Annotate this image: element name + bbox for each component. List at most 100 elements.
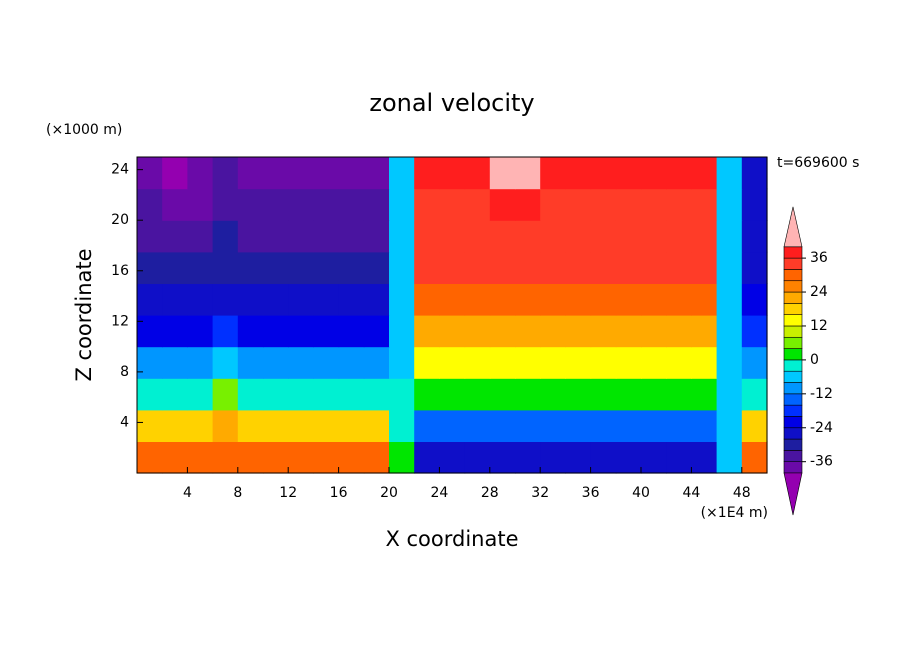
colorbar-tick-label: 0 xyxy=(810,352,819,368)
colorbar-tick-label: -36 xyxy=(810,454,833,470)
cell xyxy=(489,220,516,253)
cell xyxy=(590,157,617,190)
cell xyxy=(691,378,718,411)
x-tick-label: 20 xyxy=(380,485,398,501)
cell xyxy=(741,315,768,348)
cell xyxy=(515,188,541,221)
colorbar-band xyxy=(783,336,803,349)
cell xyxy=(162,378,188,411)
cell xyxy=(489,346,516,379)
cell xyxy=(641,315,667,348)
cell xyxy=(162,283,188,316)
cell xyxy=(741,157,768,190)
cell xyxy=(363,409,390,442)
cell xyxy=(741,409,768,442)
cell xyxy=(137,283,163,316)
cell xyxy=(741,251,768,284)
cell xyxy=(288,346,314,379)
cell xyxy=(288,315,314,348)
cell xyxy=(464,188,491,221)
cell xyxy=(212,283,239,316)
cell xyxy=(313,409,340,442)
cell xyxy=(615,251,642,284)
cell xyxy=(288,157,314,190)
cell xyxy=(691,409,718,442)
cell xyxy=(162,188,188,221)
y-tick-label: 16 xyxy=(111,263,129,279)
cell xyxy=(515,251,541,284)
cell xyxy=(288,409,314,442)
cell xyxy=(615,283,642,316)
cell xyxy=(590,315,617,348)
x-tick-label: 4 xyxy=(183,485,192,501)
cell xyxy=(363,378,390,411)
cell xyxy=(716,378,743,411)
cell xyxy=(565,220,592,253)
cell xyxy=(741,220,768,253)
cell xyxy=(464,409,491,442)
cell xyxy=(162,251,188,284)
cell xyxy=(212,315,239,348)
colorbar-band xyxy=(783,291,803,304)
cell xyxy=(515,441,541,474)
cell xyxy=(439,188,466,221)
cell xyxy=(414,378,440,411)
cell xyxy=(313,378,340,411)
cell xyxy=(716,346,743,379)
cell xyxy=(212,251,239,284)
cell xyxy=(338,157,365,190)
cell xyxy=(389,409,415,442)
cell xyxy=(489,157,516,190)
cell xyxy=(565,157,592,190)
cell xyxy=(414,315,440,348)
cell xyxy=(515,346,541,379)
cell xyxy=(263,157,289,190)
cell xyxy=(162,220,188,253)
x-tick-label: 24 xyxy=(430,485,448,501)
cell xyxy=(187,188,214,221)
x-tick-label: 8 xyxy=(233,485,242,501)
cell xyxy=(515,220,541,253)
cell xyxy=(666,409,692,442)
cell xyxy=(439,283,466,316)
cell xyxy=(263,188,289,221)
cell xyxy=(414,409,440,442)
cell xyxy=(691,157,718,190)
cell xyxy=(338,220,365,253)
cell xyxy=(187,346,214,379)
cell xyxy=(464,346,491,379)
cell xyxy=(464,220,491,253)
cell xyxy=(212,346,239,379)
cell xyxy=(590,409,617,442)
cell xyxy=(338,441,365,474)
colorbar-band xyxy=(783,416,803,429)
cell xyxy=(641,188,667,221)
cell xyxy=(363,220,390,253)
colorbar-band xyxy=(783,404,803,417)
cell xyxy=(565,315,592,348)
time-label: t=669600 s xyxy=(777,155,859,171)
cell xyxy=(540,157,566,190)
cell xyxy=(263,346,289,379)
cell xyxy=(338,188,365,221)
colorbar-band xyxy=(783,427,803,440)
cell xyxy=(338,251,365,284)
colorbar-band xyxy=(783,303,803,315)
cell xyxy=(288,251,314,284)
cell xyxy=(439,378,466,411)
cell xyxy=(137,409,163,442)
x-unit: (×1E4 m) xyxy=(701,505,768,521)
cell xyxy=(389,220,415,253)
cell xyxy=(540,378,566,411)
y-unit: (×1000 m) xyxy=(46,122,122,138)
cell xyxy=(489,188,516,221)
cell xyxy=(590,188,617,221)
cell xyxy=(691,220,718,253)
x-tick-label: 48 xyxy=(733,485,751,501)
cell xyxy=(414,251,440,284)
cell xyxy=(313,283,340,316)
cell xyxy=(515,315,541,348)
cell xyxy=(237,283,264,316)
field xyxy=(137,157,768,474)
cell xyxy=(414,283,440,316)
